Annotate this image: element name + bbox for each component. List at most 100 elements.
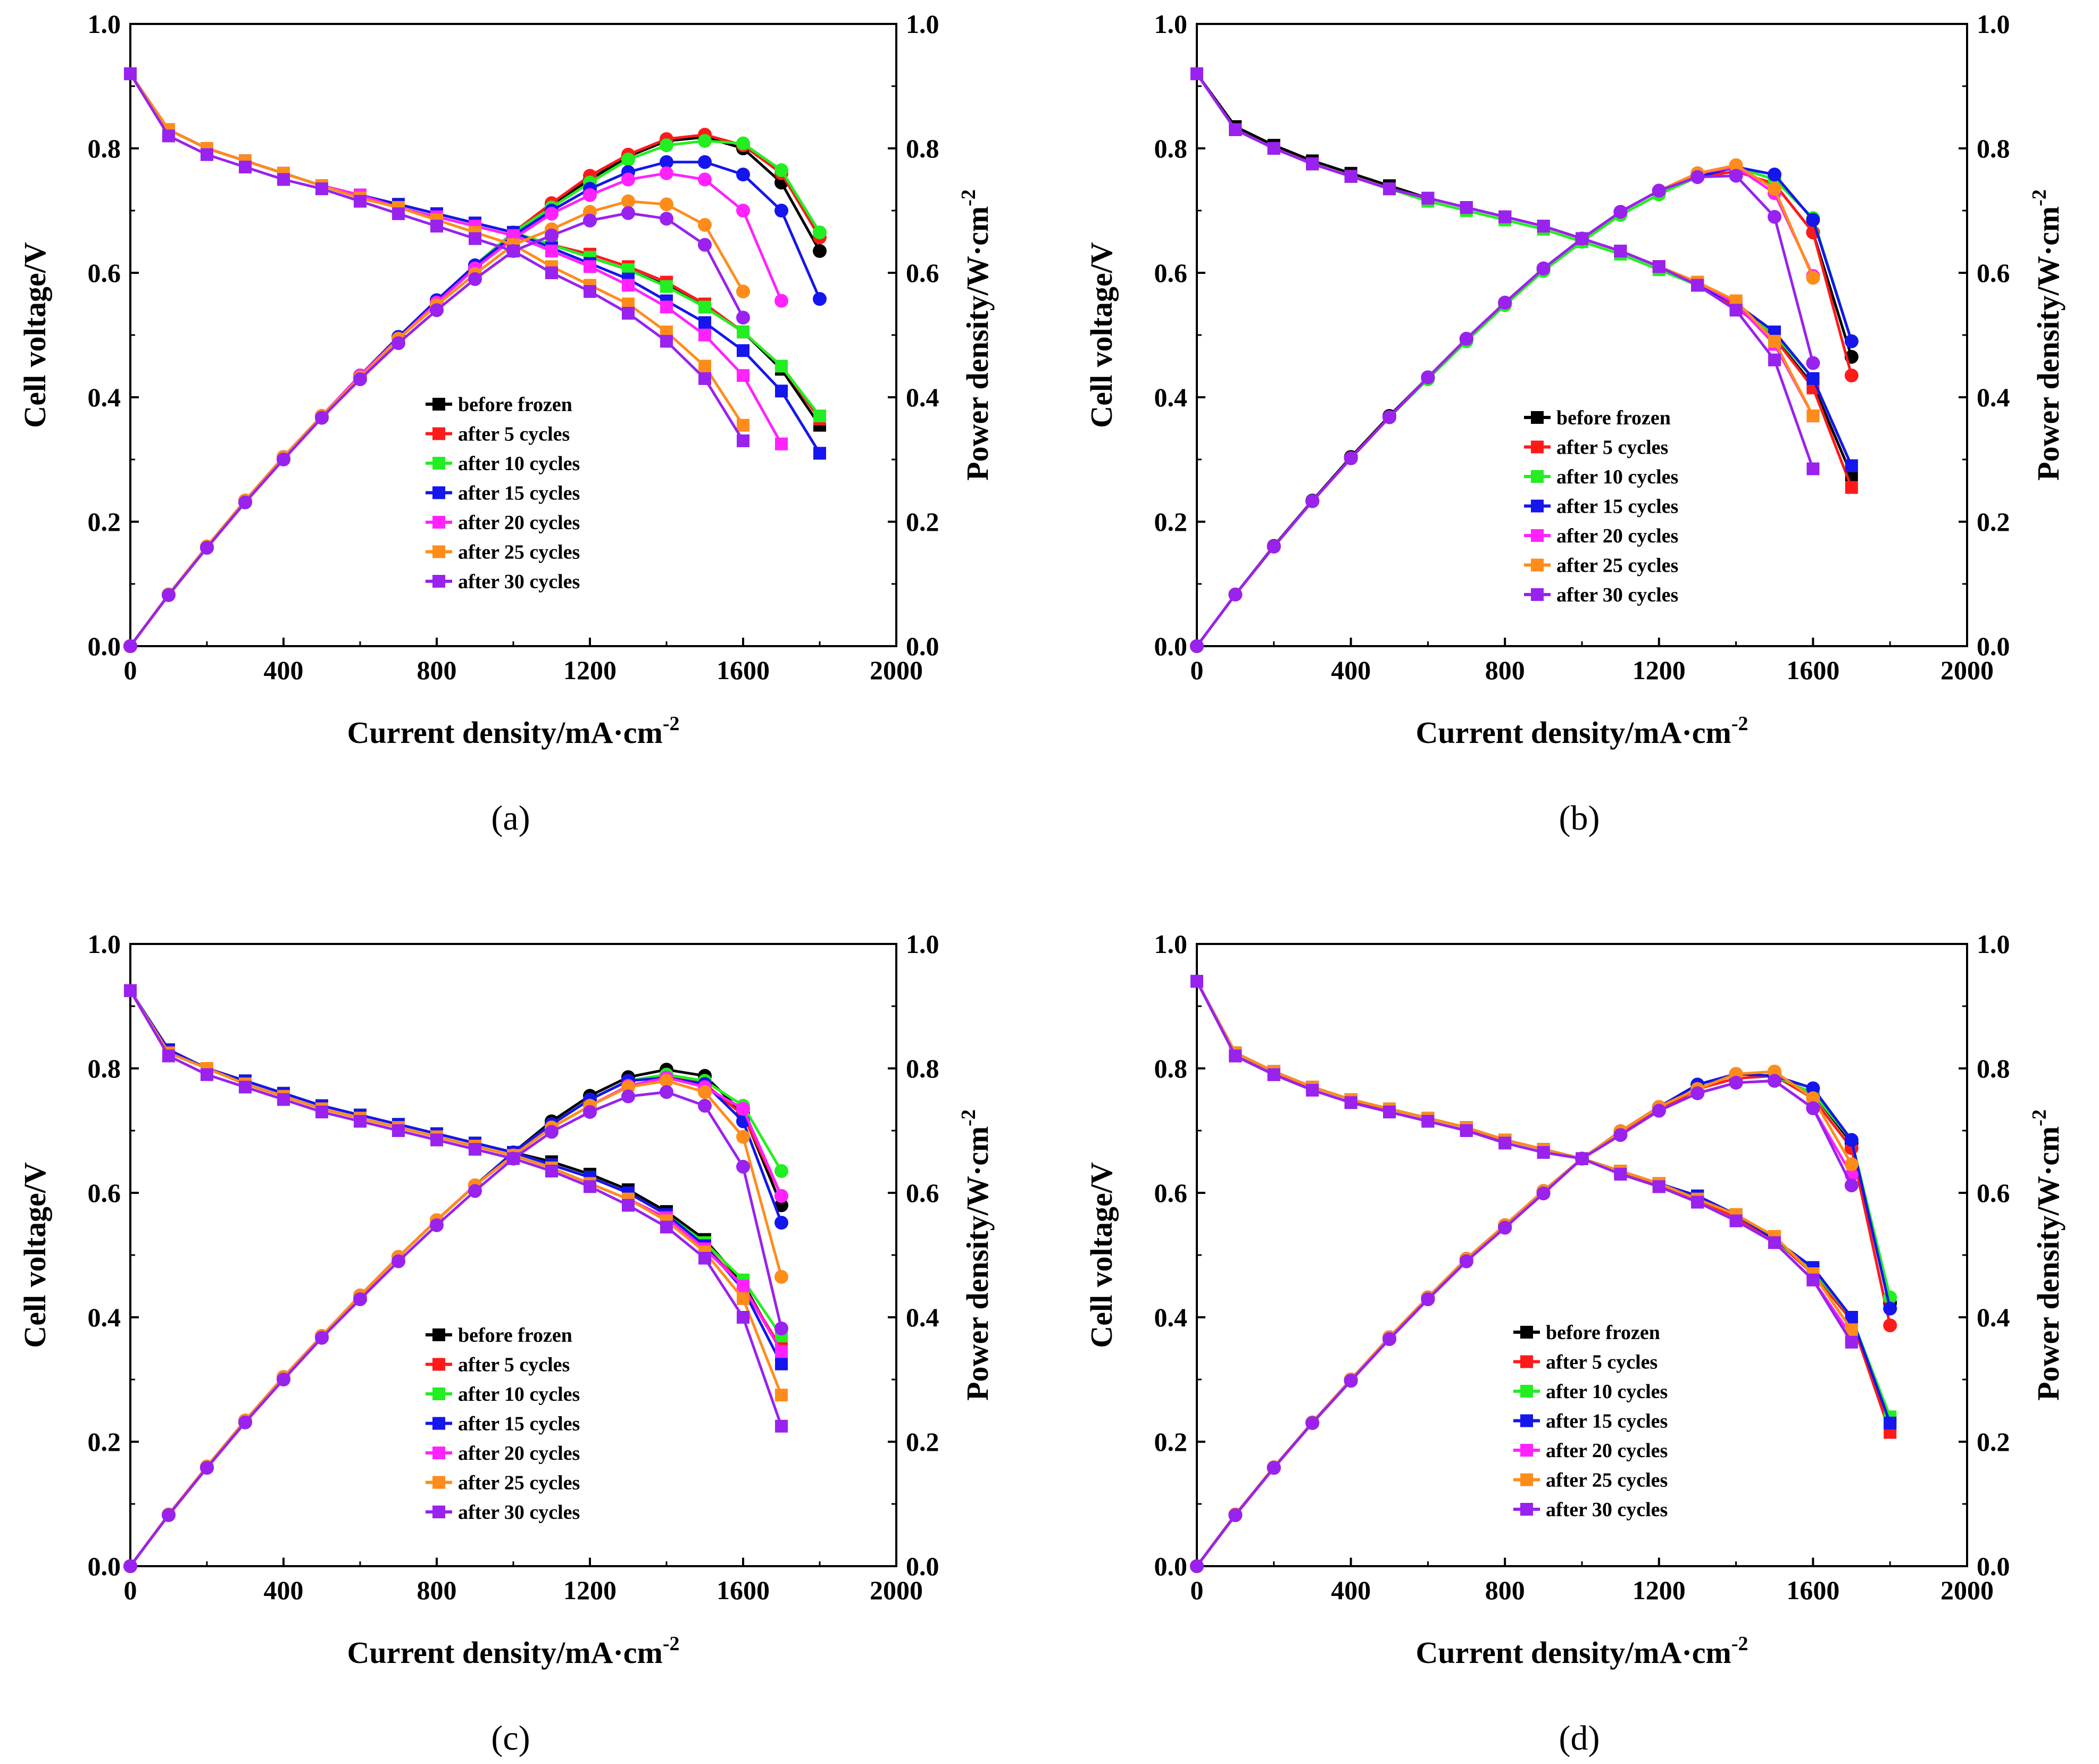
voltage-point (1229, 123, 1242, 136)
legend-entry: after 20 cycles (426, 1442, 580, 1465)
y2-tick-label: 0.8 (906, 1054, 939, 1083)
legend-marker (1531, 411, 1544, 424)
power-point (1382, 1332, 1396, 1346)
voltage-point (315, 1105, 328, 1118)
legend-entry: before frozen (426, 1324, 572, 1347)
legend-marker (1531, 499, 1544, 513)
power-line (1196, 1079, 1853, 1567)
legend-marker (432, 1476, 445, 1489)
y-tick-label: 0.0 (1154, 631, 1188, 661)
panel-caption: (b) (1559, 799, 1600, 838)
x-tick-label: 0 (124, 655, 137, 685)
y-tick-label: 0.0 (1154, 1551, 1188, 1581)
y2-axis-label-text: Power density/W·cm (2031, 206, 2065, 481)
power-point (1613, 205, 1628, 219)
y-tick-label: 0.4 (88, 1302, 121, 1332)
voltage-point (737, 325, 749, 339)
legend-entry: after 10 cycles (426, 453, 580, 475)
voltage-point (239, 1081, 252, 1094)
legend-entry: after 25 cycles (426, 1472, 580, 1494)
y-axis-label: Cell voltage/V (18, 242, 52, 428)
power-point (698, 1099, 712, 1113)
power-point (1806, 213, 1820, 227)
voltage-point (1845, 481, 1858, 494)
power-point (1806, 271, 1820, 285)
legend-marker (1520, 1385, 1533, 1398)
y2-tick-label: 1.0 (1977, 929, 2010, 959)
voltage-point (392, 1124, 405, 1137)
y-tick-label: 1.0 (88, 9, 121, 39)
y2-tick-label: 0.0 (1977, 1551, 2010, 1581)
power-point (1844, 369, 1859, 383)
voltage-point (1344, 170, 1357, 183)
voltage-point (1344, 1096, 1357, 1109)
voltage-point (660, 1220, 673, 1234)
legend-marker (432, 575, 445, 588)
power-point (1344, 1374, 1358, 1388)
y2-tick-label: 0.8 (1977, 1054, 2010, 1083)
power-point (468, 1184, 482, 1198)
panel-caption: (c) (491, 1719, 530, 1758)
y-axis-label: Cell voltage/V (1084, 242, 1119, 428)
x-tick-label: 2000 (1940, 1575, 1994, 1605)
power-point (660, 138, 673, 153)
power-point (430, 1218, 444, 1232)
legend-label: after 20 cycles (458, 512, 580, 534)
voltage-line (1195, 981, 1853, 1337)
voltage-point (1421, 1115, 1435, 1128)
voltage-point (584, 260, 596, 273)
power-point (774, 1216, 788, 1230)
legend-entry: after 15 cycles (1513, 1410, 1668, 1433)
series-before-frozen (1190, 975, 1897, 1573)
power-point (736, 285, 750, 299)
power-line (129, 172, 783, 647)
voltage-line (129, 990, 783, 1352)
power-point (736, 1102, 750, 1116)
voltage-point (277, 1093, 290, 1106)
voltage-point (1460, 201, 1473, 214)
power-point (353, 372, 367, 387)
voltage-point (545, 266, 558, 279)
voltage-line (129, 73, 783, 445)
legend-marker (432, 1417, 445, 1430)
legend-marker (1531, 529, 1544, 542)
y-tick-label: 0.8 (1154, 133, 1188, 163)
y2-tick-label: 0.4 (906, 382, 939, 412)
power-point (506, 244, 520, 258)
y2-tick-label: 0.8 (906, 133, 939, 163)
legend-label: after 25 cycles (458, 541, 580, 564)
power-line (129, 136, 821, 647)
voltage-point (1806, 409, 1820, 423)
power-point (660, 166, 673, 180)
power-point (1729, 1075, 1743, 1090)
legend-label: after 30 cycles (1556, 584, 1678, 606)
x-tick-label: 1600 (717, 655, 770, 685)
y-tick-label: 0.2 (88, 507, 121, 537)
power-point (1421, 1292, 1435, 1307)
voltage-point (239, 161, 252, 174)
power-point (1498, 1220, 1512, 1235)
voltage-point (813, 409, 826, 423)
voltage-line (1195, 73, 1853, 466)
y-tick-label: 0.0 (88, 1551, 121, 1581)
power-point (1190, 1559, 1204, 1573)
voltage-point (737, 369, 749, 382)
voltage-point (813, 447, 826, 460)
x-tick-label: 1600 (1786, 655, 1839, 685)
power-line (129, 133, 821, 647)
voltage-point (201, 148, 213, 161)
x-tick-label: 1200 (563, 655, 617, 685)
power-line (129, 1073, 783, 1567)
power-point (1652, 1103, 1666, 1118)
legend-label: after 10 cycles (1556, 466, 1678, 488)
y2-tick-label: 0.2 (906, 1427, 939, 1457)
y2-tick-label: 0.4 (1977, 382, 2010, 412)
voltage-point (1729, 1214, 1743, 1227)
voltage-point (545, 1165, 558, 1178)
legend-entry: after 5 cycles (1513, 1351, 1657, 1374)
x-tick-label: 800 (417, 1575, 457, 1605)
power-point (774, 204, 788, 218)
y2-axis-label-sup: -2 (957, 189, 980, 206)
